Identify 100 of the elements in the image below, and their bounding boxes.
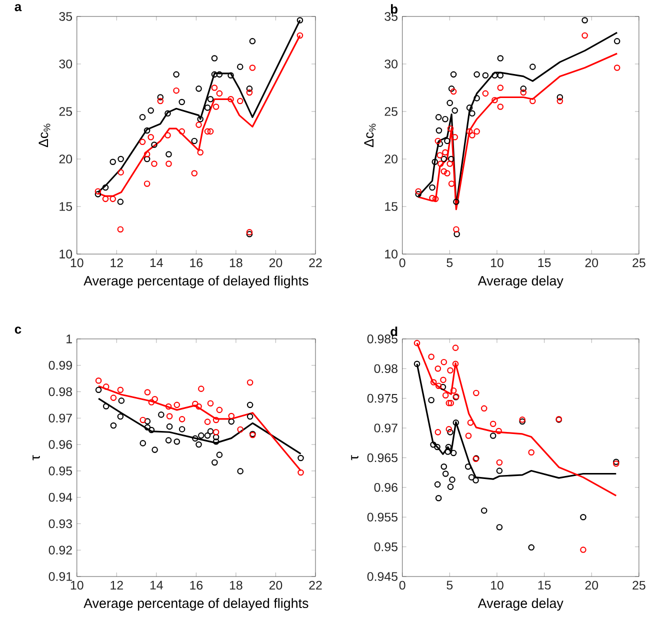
point [446, 100, 453, 106]
point [437, 160, 444, 167]
point [228, 96, 234, 102]
point [157, 98, 164, 104]
point [469, 132, 476, 138]
point [174, 402, 180, 408]
point [452, 107, 458, 114]
y-tick-label: 20 [384, 154, 398, 164]
y-tick-label: 1 [66, 334, 72, 343]
point [212, 459, 218, 466]
point [452, 134, 458, 140]
point [94, 188, 102, 194]
x-tick-label: 10 [70, 580, 84, 590]
point [466, 104, 473, 111]
point [474, 94, 480, 102]
point [197, 116, 204, 122]
y-tick-label: 0.94 [48, 492, 72, 502]
point [453, 226, 460, 232]
y-tick-label: 0.97 [48, 414, 72, 422]
point [442, 470, 449, 477]
point [454, 230, 460, 238]
point [445, 444, 452, 450]
point [102, 184, 109, 190]
y-tick-label: 0.965 [367, 453, 398, 462]
point [434, 444, 440, 450]
point [582, 16, 588, 24]
point [204, 128, 211, 134]
point [212, 416, 220, 423]
point [497, 72, 504, 78]
y-tick-label: 30 [384, 59, 398, 68]
y-tick-label: 0.96 [48, 440, 72, 449]
point [580, 514, 586, 520]
point [446, 160, 453, 167]
point [448, 85, 455, 92]
point [164, 110, 171, 116]
chart-title: d [390, 326, 398, 336]
point [415, 188, 422, 194]
point [434, 481, 441, 488]
y-tick-label: 15 [60, 202, 72, 211]
point [117, 198, 124, 205]
point [469, 110, 476, 116]
point [144, 156, 150, 162]
x-tick-label: 20 [585, 258, 598, 267]
x-axis-title: Average delay [478, 275, 564, 288]
point [144, 418, 151, 424]
point [140, 440, 146, 446]
point [496, 459, 503, 466]
x-tick-label: 22 [309, 258, 322, 267]
line-series [98, 385, 302, 472]
point [249, 38, 256, 44]
point [148, 398, 155, 406]
y-tick-label: 0.92 [48, 546, 72, 554]
point [530, 98, 536, 104]
point [429, 184, 436, 190]
point [440, 168, 448, 174]
point [196, 441, 202, 448]
x-tick-label: 16 [190, 258, 203, 267]
point [453, 198, 460, 205]
y-tick-label: 0.97 [374, 423, 398, 432]
point [228, 72, 234, 78]
point [450, 71, 457, 78]
point [197, 149, 204, 156]
y-axis-title: τ [32, 454, 40, 460]
point [237, 468, 244, 474]
point [212, 103, 220, 110]
point [436, 140, 444, 147]
point [173, 87, 180, 94]
point [450, 450, 457, 456]
point [468, 474, 475, 480]
point [152, 396, 158, 402]
x-tick-label: 10 [491, 580, 504, 590]
y-tick-label: 0.98 [48, 387, 72, 396]
point [432, 158, 438, 165]
point [482, 72, 489, 78]
point [144, 127, 150, 134]
point [216, 451, 223, 458]
point [246, 413, 254, 420]
point [435, 114, 442, 120]
y-tick-label: 30 [59, 59, 72, 68]
x-tick-label: 12 [110, 258, 123, 267]
point [428, 353, 434, 360]
point [110, 422, 117, 428]
point [614, 38, 620, 44]
point [216, 71, 223, 78]
point [432, 196, 439, 202]
point [212, 428, 220, 436]
point [298, 454, 304, 461]
point [497, 103, 504, 110]
point [228, 412, 235, 419]
point [464, 463, 472, 470]
point [174, 438, 180, 445]
point [298, 469, 304, 476]
point [144, 388, 151, 396]
chart-title: b [390, 4, 398, 14]
point [166, 150, 172, 158]
point [436, 127, 442, 134]
point [448, 400, 454, 406]
point [556, 98, 564, 104]
point [196, 403, 202, 410]
x-tick-label: 25 [632, 580, 646, 590]
